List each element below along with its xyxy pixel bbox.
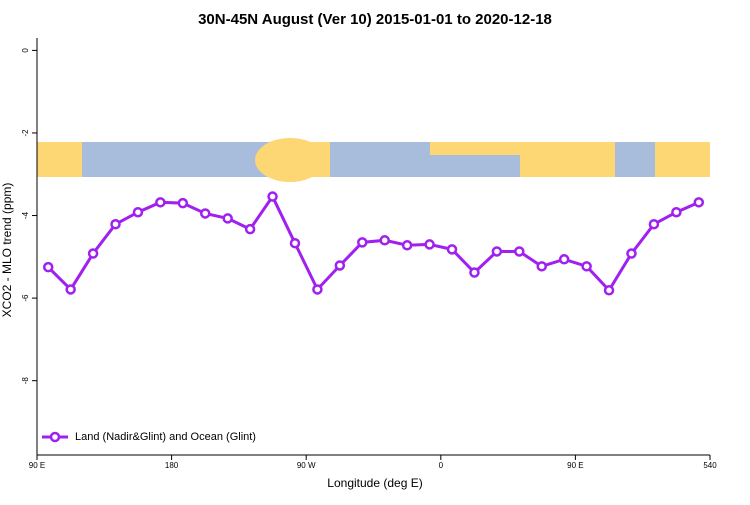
x-tick-label: 90 E bbox=[29, 461, 45, 470]
point bbox=[267, 191, 278, 202]
y-tick-label: -4 bbox=[21, 211, 30, 219]
point bbox=[87, 248, 99, 259]
point bbox=[446, 244, 458, 255]
point bbox=[379, 235, 390, 246]
chart-title: 30N-45N August (Ver 10) 2015-01-01 to 20… bbox=[198, 11, 552, 28]
point bbox=[42, 261, 54, 273]
x-axis-label: Longitude (deg E) bbox=[327, 476, 422, 490]
x-tick-label: 90 E bbox=[567, 461, 583, 470]
point bbox=[469, 267, 480, 278]
point bbox=[603, 285, 615, 296]
point bbox=[177, 197, 189, 209]
point bbox=[536, 261, 547, 272]
point bbox=[491, 246, 503, 257]
map-band bbox=[37, 138, 710, 182]
point bbox=[244, 223, 256, 235]
legend-marker bbox=[49, 431, 61, 443]
x-tick-label: 180 bbox=[165, 461, 179, 470]
point bbox=[132, 206, 144, 218]
point bbox=[581, 261, 592, 272]
point bbox=[693, 197, 705, 208]
point bbox=[514, 246, 525, 257]
point bbox=[671, 206, 682, 218]
point bbox=[626, 248, 637, 259]
point bbox=[200, 208, 211, 219]
point bbox=[312, 284, 323, 295]
y-axis-label: XCO2 - MLO trend (ppm) bbox=[0, 183, 14, 318]
y-tick-label: -2 bbox=[21, 129, 30, 137]
y-tick-label: 0 bbox=[21, 48, 30, 53]
point bbox=[424, 239, 435, 250]
point bbox=[289, 237, 301, 249]
y-tick-label: -6 bbox=[21, 294, 30, 302]
legend-label: Land (Nadir&Glint) and Ocean (Glint) bbox=[75, 431, 256, 443]
point bbox=[558, 254, 570, 265]
point bbox=[65, 284, 76, 295]
point bbox=[155, 197, 166, 208]
y-tick-label: -8 bbox=[21, 377, 30, 385]
x-tick-label: 90 W bbox=[297, 461, 316, 470]
point bbox=[334, 260, 346, 271]
series-line bbox=[47, 193, 700, 293]
point bbox=[110, 218, 121, 230]
point bbox=[357, 237, 368, 248]
point bbox=[648, 218, 660, 230]
point bbox=[401, 240, 413, 251]
x-tick-label: 0 bbox=[439, 461, 444, 470]
point bbox=[222, 213, 233, 224]
x-tick-label: 540 bbox=[703, 461, 717, 470]
